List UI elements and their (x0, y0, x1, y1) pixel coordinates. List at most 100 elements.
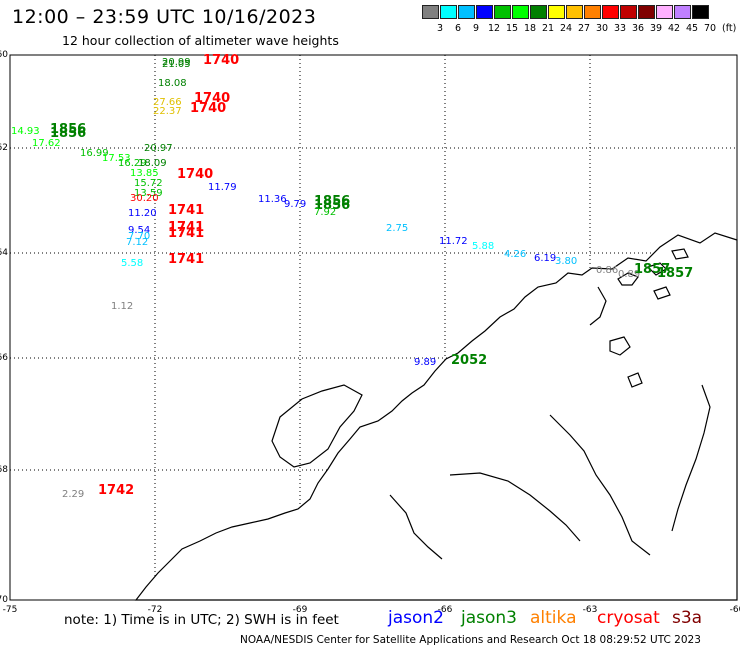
color-scale-label: 18 (523, 23, 537, 34)
wave-height-label: 13.59 (134, 188, 163, 199)
wave-height-label: 16.99 (80, 148, 109, 159)
legend-item-jason3: jason3 (461, 608, 517, 628)
wave-height-label: 14.93 (11, 126, 40, 137)
wave-height-label: 30.20 (130, 193, 159, 204)
wave-height-label: 11.36 (258, 194, 287, 205)
wave-height-label: 18.09 (138, 158, 167, 169)
color-swatch (584, 5, 601, 19)
wave-height-label: 7.12 (126, 237, 149, 248)
color-swatch (440, 5, 457, 19)
wave-height-label: 16.29 (118, 158, 147, 169)
observation-time-label: 1857 (634, 262, 671, 277)
wave-height-label: 27.66 (153, 97, 182, 108)
wave-height-label: 1.12 (111, 301, 134, 312)
color-scale-label: 39 (649, 23, 663, 34)
coastline (134, 232, 738, 601)
wave-height-label: 3.80 (555, 256, 578, 267)
color-swatch (656, 5, 673, 19)
longitude-label: -63 (582, 605, 598, 615)
observation-time-label: 1741 (168, 252, 205, 267)
color-swatch (494, 5, 511, 19)
observation-time-label: 1740 (190, 101, 227, 116)
color-scale-label: 36 (631, 23, 645, 34)
wave-height-label: 15.72 (134, 178, 163, 189)
observation-time-label: 1740 (177, 167, 214, 182)
observation-time-label: 1740 (203, 53, 240, 68)
color-scale-label: 30 (595, 23, 609, 34)
observation-time-label: 1740 (194, 91, 231, 106)
color-swatch (530, 5, 547, 19)
color-swatch (602, 5, 619, 19)
unit-label: (ft) (722, 23, 737, 34)
wave-height-label: 13.85 (130, 168, 159, 179)
latitude-label: -60 (0, 50, 8, 60)
wave-height-label: 9.79 (284, 199, 307, 210)
color-scale-label: 21 (541, 23, 555, 34)
color-scale-label: 24 (559, 23, 573, 34)
color-scale-label: 45 (685, 23, 699, 34)
wave-height-label: 5.58 (121, 258, 144, 269)
latitude-label: -68 (0, 465, 8, 475)
wave-height-label: 18.08 (158, 78, 187, 89)
longitude-label: -66 (437, 605, 453, 615)
color-swatch (620, 5, 637, 19)
color-scale-label: 6 (454, 23, 462, 34)
color-scale-label: 15 (505, 23, 519, 34)
wave-height-label: 9.89 (414, 357, 437, 368)
legend-item-altika: altika (530, 608, 577, 628)
map-subtitle: 12 hour collection of altimeter wave hei… (62, 33, 339, 48)
color-swatch (692, 5, 709, 19)
wave-height-label: 11.79 (208, 182, 237, 193)
observation-time-label: 1856 (314, 198, 351, 213)
longitude-label: -69 (292, 605, 308, 615)
color-swatch (674, 5, 691, 19)
longitude-label: -72 (147, 605, 163, 615)
map-title: 12:00 – 23:59 UTC 10/16/2023 (12, 6, 317, 28)
latitude-label: -64 (0, 248, 8, 258)
wave-height-label: 7.92 (314, 207, 337, 218)
observation-time-label: 2052 (451, 353, 488, 368)
observation-time-label: 1856 (314, 194, 351, 209)
wave-height-label: 2.75 (386, 223, 409, 234)
legend-item-jason2: jason2 (388, 608, 444, 628)
latitude-label: -62 (0, 143, 8, 153)
color-swatch (476, 5, 493, 19)
observation-time-label: 1742 (98, 483, 135, 498)
observation-time-label: 1857 (657, 266, 694, 281)
wave-height-label: 6.19 (534, 253, 557, 264)
wave-height-label: 11.20 (128, 208, 157, 219)
color-scale-label: 70 (703, 23, 717, 34)
legend-item-cryosat: cryosat (597, 608, 660, 628)
color-scale-label: 27 (577, 23, 591, 34)
map-plot-area: -60 -62 -64 -66 -68 -70-75 -72 -69 -66 -63 -60 20.9… (0, 50, 740, 615)
color-swatch (566, 5, 583, 19)
footnote: note: 1) Time is in UTC; 2) SWH is in fe… (64, 612, 339, 628)
wave-height-label: 21.05 (162, 59, 191, 70)
latitude-label: -70 (0, 595, 8, 605)
color-swatch (548, 5, 565, 19)
legend-item-s3a: s3a (672, 608, 703, 628)
wave-height-label: 11.72 (439, 236, 468, 247)
observation-time-label: 1741 (168, 226, 205, 241)
wave-height-label: 9.54 (128, 225, 151, 236)
longitude-label: -75 (2, 605, 18, 615)
color-swatch (422, 5, 439, 19)
observation-time-label: 1856 (50, 126, 87, 141)
wave-height-label: 7.70 (128, 231, 151, 242)
observation-time-label: 1741 (168, 203, 205, 218)
wave-height-label: 0.86 (596, 265, 619, 276)
wave-height-label: 4.26 (504, 249, 527, 260)
longitude-label: -60 (729, 605, 740, 615)
wave-height-label: 17.53 (102, 153, 131, 164)
wave-height-label: 17.62 (32, 138, 61, 149)
observation-time-label: 1741 (168, 220, 205, 235)
color-scale-label: 33 (613, 23, 627, 34)
color-scale-label: 9 (472, 23, 480, 34)
color-scale-label: 12 (487, 23, 501, 34)
wave-height-label: 0.89 (618, 269, 641, 280)
map-canvas (9, 54, 738, 601)
color-scale-label: 42 (667, 23, 681, 34)
credit-footer: NOAA/NESDIS Center for Satellite Applica… (240, 634, 701, 646)
color-swatch (638, 5, 655, 19)
latitude-label: -66 (0, 353, 8, 363)
